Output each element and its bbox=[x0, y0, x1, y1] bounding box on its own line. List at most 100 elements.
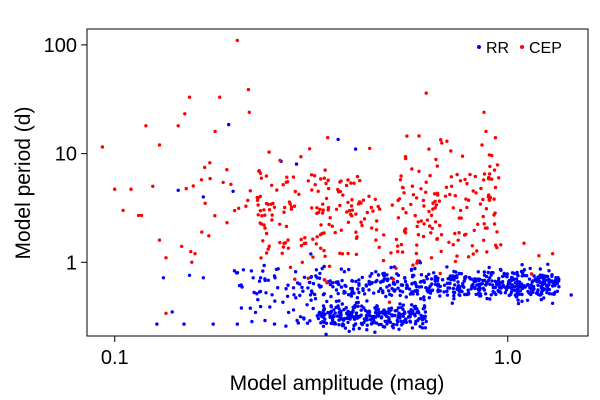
point-rr bbox=[263, 318, 267, 323]
point-cep bbox=[285, 175, 289, 179]
point-cep bbox=[318, 207, 322, 211]
point-rr bbox=[286, 283, 290, 287]
point-cep bbox=[354, 236, 359, 240]
point-cep bbox=[334, 207, 339, 211]
point-cep bbox=[421, 234, 426, 239]
point-rr bbox=[354, 279, 358, 284]
point-cep bbox=[453, 194, 457, 198]
point-rr bbox=[324, 332, 328, 336]
point-rr bbox=[252, 290, 256, 295]
point-rr bbox=[510, 271, 515, 275]
point-rr bbox=[474, 292, 478, 297]
point-rr bbox=[414, 282, 418, 286]
y-axis-title: Model period (d) bbox=[12, 107, 35, 260]
point-rr bbox=[401, 314, 405, 318]
point-cep bbox=[354, 252, 359, 257]
point-rr bbox=[413, 322, 418, 326]
point-rr bbox=[356, 287, 360, 291]
point-rr bbox=[446, 286, 450, 290]
point-rr bbox=[256, 298, 260, 302]
point-cep bbox=[322, 176, 326, 180]
point-cep bbox=[529, 272, 534, 276]
point-cep bbox=[350, 198, 354, 202]
point-rr bbox=[445, 293, 450, 297]
point-rr bbox=[510, 288, 514, 292]
point-rr bbox=[442, 283, 447, 287]
point-cep bbox=[309, 173, 314, 177]
point-rr bbox=[539, 273, 543, 278]
point-cep bbox=[449, 175, 453, 179]
point-cep bbox=[377, 245, 381, 249]
point-rr bbox=[276, 286, 280, 290]
point-rr bbox=[528, 286, 532, 290]
point-cep bbox=[428, 224, 432, 228]
point-cep bbox=[258, 209, 263, 213]
point-cep bbox=[300, 260, 304, 264]
point-cep bbox=[271, 201, 275, 206]
point-cep bbox=[270, 218, 274, 222]
point-rr bbox=[545, 290, 549, 295]
point-rr bbox=[339, 316, 343, 320]
point-cep bbox=[472, 228, 476, 233]
point-rr bbox=[452, 278, 456, 282]
point-cep bbox=[493, 185, 498, 190]
point-cep bbox=[346, 251, 350, 256]
point-rr bbox=[318, 285, 322, 289]
point-rr bbox=[291, 286, 296, 290]
point-cep bbox=[267, 208, 272, 212]
point-rr bbox=[320, 266, 324, 271]
point-rr bbox=[341, 322, 345, 326]
point-rr bbox=[483, 292, 488, 296]
point-cep bbox=[411, 263, 415, 267]
point-rr bbox=[187, 273, 192, 277]
point-rr bbox=[341, 318, 346, 322]
point-cep bbox=[325, 281, 329, 285]
point-cep bbox=[348, 212, 353, 216]
point-cep bbox=[449, 149, 453, 153]
point-rr bbox=[311, 306, 315, 311]
point-rr bbox=[308, 280, 312, 285]
point-cep bbox=[466, 198, 471, 202]
point-rr bbox=[391, 280, 396, 285]
point-cep bbox=[322, 248, 326, 253]
point-rr bbox=[406, 315, 411, 319]
point-rr bbox=[420, 318, 425, 322]
point-cep bbox=[321, 208, 325, 212]
point-rr bbox=[413, 289, 417, 293]
point-rr bbox=[489, 293, 493, 297]
point-rr bbox=[261, 269, 265, 273]
point-rr bbox=[344, 306, 348, 310]
point-rr bbox=[500, 274, 505, 279]
point-cep bbox=[193, 252, 197, 256]
point-rr bbox=[346, 320, 350, 325]
point-cep bbox=[283, 241, 288, 245]
point-rr bbox=[361, 287, 365, 291]
point-rr bbox=[466, 288, 470, 292]
point-rr bbox=[397, 312, 401, 317]
point-rr bbox=[569, 293, 573, 297]
point-cep bbox=[319, 246, 323, 250]
point-rr bbox=[396, 315, 401, 319]
point-rr bbox=[417, 317, 421, 321]
point-rr bbox=[515, 291, 519, 296]
point-rr bbox=[517, 285, 521, 289]
point-cep bbox=[319, 177, 323, 181]
point-cep bbox=[323, 254, 327, 258]
point-rr bbox=[461, 282, 465, 286]
point-rr bbox=[380, 315, 384, 319]
point-rr bbox=[385, 322, 389, 326]
point-rr bbox=[374, 321, 379, 325]
point-rr bbox=[392, 289, 397, 293]
point-cep bbox=[400, 250, 405, 254]
point-rr bbox=[525, 274, 529, 278]
point-cep bbox=[482, 172, 487, 176]
point-rr bbox=[526, 289, 530, 294]
point-rr bbox=[488, 297, 492, 301]
point-rr bbox=[398, 302, 402, 306]
point-cep bbox=[457, 231, 461, 235]
point-rr bbox=[342, 270, 347, 274]
point-rr bbox=[468, 277, 473, 281]
point-cep bbox=[481, 178, 486, 182]
point-cep bbox=[361, 198, 366, 202]
point-rr bbox=[291, 308, 296, 312]
